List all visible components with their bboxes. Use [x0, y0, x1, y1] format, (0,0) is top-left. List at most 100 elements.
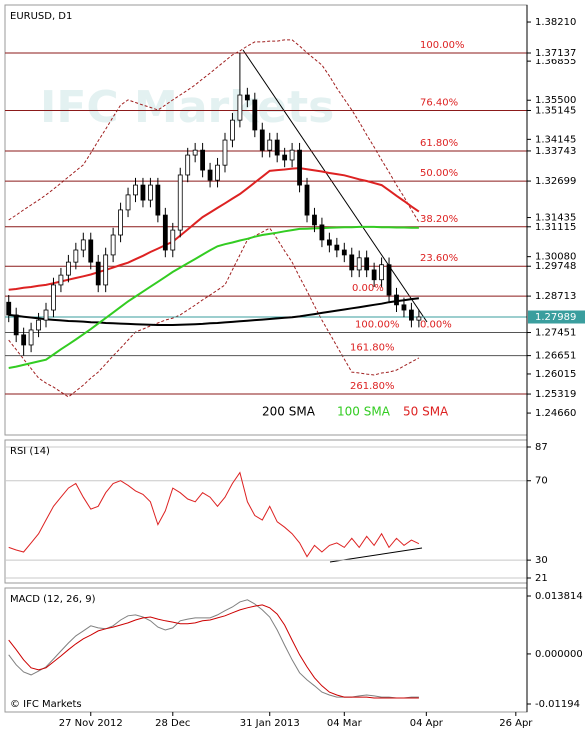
fibonacci-label: 0.00%	[420, 320, 452, 331]
candle-body	[379, 264, 384, 281]
candle-body	[80, 239, 86, 251]
x-tick-label: 04 Mar	[327, 718, 363, 729]
candle-body	[222, 139, 228, 166]
candle-body	[267, 139, 273, 151]
candle-body	[73, 249, 79, 263]
level-label-box	[528, 144, 584, 157]
x-tick-label: 04 Apr	[410, 718, 444, 729]
candle-body	[312, 214, 317, 226]
level-label-box	[528, 104, 584, 117]
candle-body	[125, 194, 131, 211]
candle-body	[200, 149, 206, 171]
candle-body	[13, 314, 19, 336]
candle-body	[289, 149, 295, 161]
candle-body	[274, 139, 280, 156]
y-tick-label: 30	[535, 555, 548, 566]
level-label: 1.29748	[535, 261, 576, 272]
level-label: 1.32699	[535, 176, 576, 187]
candle-body	[95, 261, 101, 286]
last-price-box	[528, 310, 585, 324]
y-tick-label: 0.000000	[535, 649, 583, 660]
legend-entry: 50 SMA	[403, 405, 449, 419]
candle-body	[177, 174, 183, 231]
candle-body	[28, 329, 34, 346]
y-tick-label: 70	[535, 476, 548, 487]
candle-body	[386, 264, 392, 296]
candle-body	[259, 129, 265, 151]
level-label: 1.37137	[535, 48, 576, 59]
candle-body	[185, 154, 191, 176]
level-label: 1.35145	[535, 105, 576, 116]
candle-body	[349, 254, 355, 271]
candle-body	[155, 184, 161, 216]
candle-body	[207, 169, 213, 181]
fibonacci-label: 100.00%	[420, 40, 465, 51]
candle-body	[282, 154, 288, 161]
candle-body	[401, 304, 407, 311]
candle-body	[409, 309, 414, 321]
y-tick-label: -0.01194	[535, 699, 580, 710]
last-price-label: 1.27989	[535, 312, 576, 323]
x-tick-label: 28 Dec	[155, 718, 190, 729]
sma-line	[8, 225, 419, 369]
fibonacci-label: 61.80%	[420, 138, 458, 149]
legend-entry: 100 SMA	[337, 405, 391, 419]
copyright: © IFC Markets	[10, 699, 82, 710]
candle-body	[103, 254, 109, 286]
level-label: 1.28713	[535, 291, 576, 302]
candle-body	[356, 257, 362, 271]
y-tick-label: 1.30080	[535, 252, 576, 263]
candle-body	[341, 249, 347, 256]
fibonacci-label: 23.60%	[420, 253, 458, 264]
candle-body	[215, 164, 220, 181]
candle-body	[170, 229, 176, 251]
fibonacci-label: 161.80%	[350, 343, 395, 354]
candle-body	[118, 209, 123, 236]
x-tick-label: 26 Apr	[499, 718, 533, 729]
level-label: 1.26651	[535, 351, 576, 362]
band-upper	[8, 39, 420, 223]
candle-body	[21, 334, 27, 346]
y-tick-label: 1.26015	[535, 369, 576, 380]
y-tick-label: 0.013814	[535, 591, 583, 602]
y-tick-label: 21	[535, 573, 548, 584]
watermark: IFC Markets	[40, 82, 334, 133]
candle-body	[230, 119, 235, 141]
fibonacci-label: 76.40%	[420, 97, 458, 108]
y-tick-label: 1.31435	[535, 213, 576, 224]
candle-body	[237, 94, 243, 121]
candle-body	[252, 99, 258, 131]
candle-body	[162, 214, 168, 251]
candle-body	[416, 316, 422, 321]
level-label-box	[528, 388, 584, 401]
y-tick-label: 1.38210	[535, 17, 576, 28]
panel-title: MACD (12, 26, 9)	[10, 594, 96, 605]
y-tick-label: 1.35500	[535, 95, 576, 106]
candle-body	[394, 294, 399, 306]
level-label-box	[528, 260, 584, 273]
level-label-box	[528, 220, 584, 233]
indicator-line	[8, 604, 419, 699]
legend-entry: 200 SMA	[262, 405, 316, 419]
band-lower	[8, 227, 420, 398]
x-tick-label: 31 Jan 2013	[240, 718, 300, 729]
candle-body	[244, 94, 250, 101]
level-label-box	[528, 290, 584, 303]
level-label-box	[528, 349, 584, 362]
level-label: 1.33743	[535, 146, 576, 157]
level-label: 1.25319	[535, 389, 576, 400]
candle-body	[51, 284, 56, 311]
candle-body	[148, 184, 153, 201]
candle-body	[43, 309, 49, 321]
sma-line	[8, 167, 420, 291]
level-label-box	[528, 326, 584, 339]
fibonacci-label: 38.20%	[420, 214, 458, 225]
fibonacci-label: 50.00%	[420, 168, 458, 179]
fibonacci-label: 0.00%	[352, 283, 384, 294]
candle-body	[334, 244, 340, 251]
y-tick-label: 1.24660	[535, 408, 576, 419]
x-tick-label: 27 Nov 2012	[59, 718, 123, 729]
